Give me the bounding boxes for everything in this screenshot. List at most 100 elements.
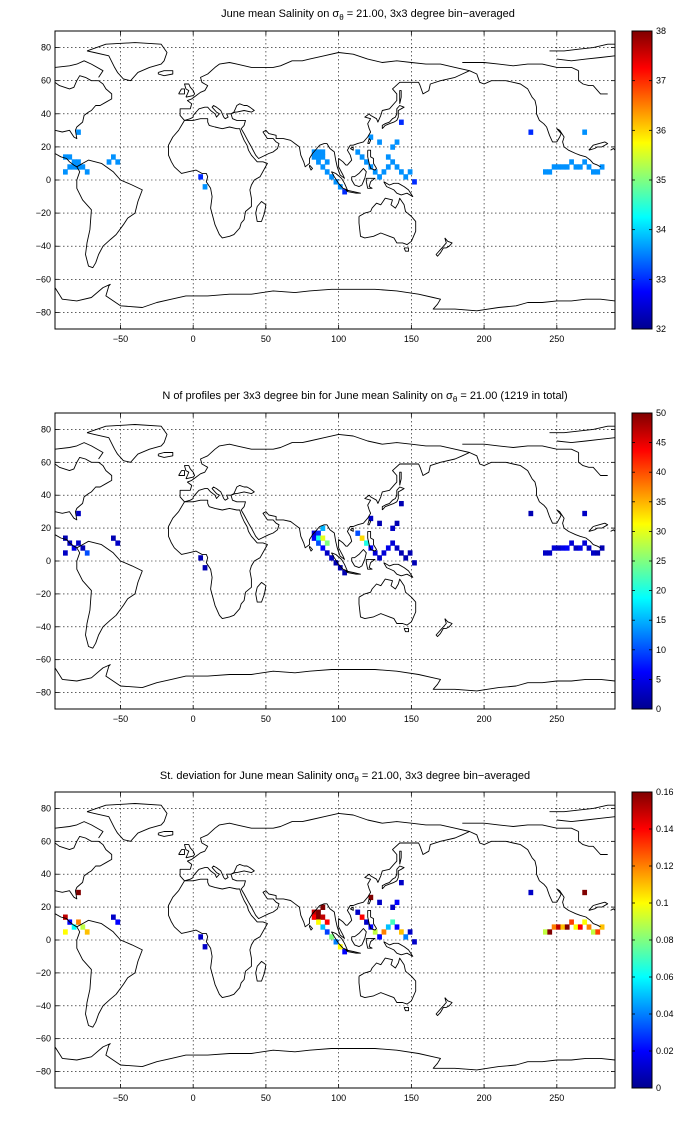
coastline — [358, 578, 417, 626]
bin-cell — [324, 919, 330, 925]
bin-cell — [316, 149, 321, 155]
bin-cell — [394, 520, 400, 527]
bin-cell — [556, 545, 561, 551]
bin-cell — [577, 164, 583, 170]
bin-cell — [342, 949, 348, 955]
y-tick-label: 40 — [41, 109, 51, 119]
coastline — [381, 105, 405, 129]
bin-cell — [316, 535, 321, 541]
bin-cell — [320, 914, 326, 920]
y-tick-label: −80 — [36, 307, 51, 317]
bin-cell — [320, 154, 326, 160]
bin-cell — [106, 159, 112, 165]
bin-cell — [556, 924, 561, 930]
y-tick-label: −20 — [36, 968, 51, 978]
x-tick-label: 200 — [477, 1093, 492, 1103]
bin-cell — [377, 934, 382, 940]
coastline — [610, 529, 615, 532]
bin-cell — [67, 164, 73, 170]
y-tick-label: −40 — [36, 241, 51, 251]
coastline — [351, 928, 367, 948]
bin-cell — [115, 540, 121, 546]
coastline — [399, 90, 402, 104]
coastline — [549, 425, 615, 434]
colorbar-tick-label: 45 — [656, 438, 666, 448]
bin-cell — [582, 159, 588, 165]
bin-cell — [586, 164, 592, 170]
coastline — [86, 42, 168, 82]
bin-cell — [71, 164, 77, 170]
coastline — [462, 62, 579, 72]
y-tick-label: 0 — [46, 556, 51, 566]
bin-cell — [551, 164, 557, 170]
coastline — [76, 159, 143, 269]
y-tick-label: −80 — [36, 1067, 51, 1077]
bin-cell — [67, 154, 73, 160]
colorbar-tick-label: 40 — [656, 467, 666, 477]
colorbar-tick-label: 35 — [656, 497, 666, 507]
bin-cell — [337, 944, 343, 950]
bin-cell — [599, 545, 605, 551]
bin-cell — [577, 545, 583, 551]
bin-cell — [329, 555, 334, 561]
bin-cell — [547, 550, 553, 556]
bin-cell — [355, 909, 361, 915]
coastline — [350, 146, 354, 151]
bin-cell — [355, 530, 361, 536]
coastline — [255, 960, 267, 982]
bin-cell — [394, 139, 400, 145]
bin-cell — [311, 535, 317, 541]
bin-cell — [316, 154, 321, 160]
bin-cell — [63, 914, 68, 920]
y-tick-label: 80 — [41, 424, 51, 434]
bin-cell — [381, 169, 387, 175]
coastline — [168, 499, 268, 620]
bin-cell — [368, 545, 374, 551]
bin-cell — [320, 924, 326, 930]
bin-cell — [364, 159, 369, 165]
y-tick-label: 80 — [41, 803, 51, 813]
bin-cell — [368, 134, 374, 140]
bin-cell — [390, 904, 396, 910]
x-tick-label: 250 — [549, 1093, 564, 1103]
coastline — [469, 70, 601, 168]
colorbar-tick-label: 20 — [656, 586, 666, 596]
bin-cell — [202, 944, 208, 950]
coastline — [55, 1043, 615, 1071]
coastline — [76, 540, 143, 649]
colorbar-tick-label: 33 — [656, 274, 666, 284]
bin-cell — [377, 174, 382, 180]
y-tick-label: −20 — [36, 589, 51, 599]
y-tick-label: 60 — [41, 836, 51, 846]
bin-cell — [381, 550, 387, 556]
bin-cell — [202, 184, 208, 190]
coastline — [556, 437, 615, 444]
bin-cell — [543, 169, 548, 175]
coastline — [365, 558, 376, 570]
bin-cell — [359, 154, 365, 160]
coastline — [76, 919, 143, 1028]
bin-cell — [342, 570, 348, 576]
coastline — [462, 822, 579, 832]
colorbar-tick-label: 0.14 — [656, 824, 674, 834]
x-tick-label: 50 — [261, 714, 271, 724]
bin-cell — [76, 129, 81, 135]
coastline — [358, 197, 417, 246]
bin-cell — [591, 169, 596, 175]
coastline — [610, 908, 615, 911]
bin-cell — [399, 879, 404, 886]
coastline — [588, 522, 609, 532]
bin-cell — [368, 924, 374, 930]
coastline — [556, 55, 615, 62]
bin-cell — [582, 889, 588, 896]
coastline — [178, 470, 185, 476]
x-tick-label: 100 — [331, 1093, 346, 1103]
bin-cell — [333, 179, 339, 185]
bin-cell — [359, 914, 365, 920]
colorbar-tick-label: 0.06 — [656, 972, 674, 982]
colorbar-tick-label: 0.08 — [656, 935, 674, 945]
x-tick-label: 0 — [191, 714, 196, 724]
bin-cell — [372, 550, 378, 556]
